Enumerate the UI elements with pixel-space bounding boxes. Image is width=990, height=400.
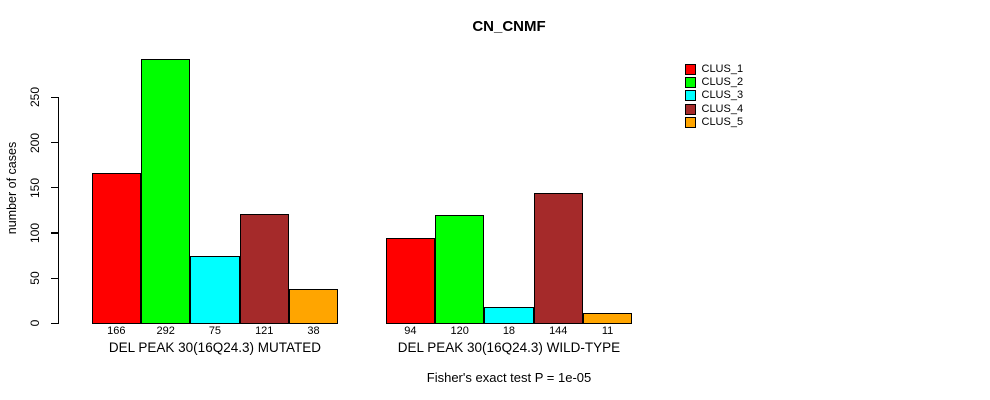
legend-label: CLUS_1 — [701, 63, 744, 76]
legend: CLUS_1 CLUS_2 CLUS_3 CLUS_4 CLUS_5 — [685, 63, 743, 129]
bar-group2-clus4 — [533, 193, 583, 325]
bar-group1-clus4 — [239, 214, 289, 325]
group-label: DEL PEAK 30(16Q24.3) MUTATED — [108, 339, 321, 355]
bar-group2-clus3 — [484, 307, 534, 325]
footnote-text: Fisher's exact test P = 1e-05 — [426, 370, 592, 385]
legend-label: CLUS_5 — [701, 115, 744, 128]
y-tick — [50, 277, 58, 279]
y-tick-label: 100 — [28, 222, 42, 244]
bar-group1-clus3 — [190, 255, 240, 325]
y-tick — [50, 232, 58, 234]
legend-item: CLUS_4 — [685, 103, 743, 116]
legend-item: CLUS_3 — [685, 89, 743, 102]
legend-label: CLUS_4 — [701, 102, 744, 115]
y-tick-label: 200 — [28, 132, 42, 153]
y-tick-label: 0 — [28, 320, 42, 327]
bar-value-label: 75 — [208, 324, 222, 337]
legend-label: CLUS_3 — [701, 89, 744, 102]
y-tick — [50, 96, 58, 98]
y-tick — [50, 322, 58, 324]
y-tick-label: 150 — [28, 177, 42, 198]
bar-group2-clus1 — [385, 238, 435, 325]
bar-value-label: 166 — [107, 324, 126, 337]
chart-title: CN_CNMF — [472, 18, 546, 35]
y-tick-label: 50 — [28, 271, 42, 285]
legend-swatch-icon — [685, 77, 696, 89]
bar-value-label: 94 — [404, 324, 417, 337]
legend-swatch-icon — [685, 103, 696, 115]
bar-value-label: 11 — [601, 324, 614, 337]
legend-item: CLUS_1 — [685, 63, 743, 76]
y-axis-line — [58, 97, 60, 325]
bar-group2-clus5 — [582, 313, 633, 325]
bar-value-label: 121 — [255, 324, 274, 337]
bar-value-label: 144 — [549, 324, 568, 337]
y-tick-label: 250 — [28, 87, 42, 108]
bar-group1-clus2 — [141, 59, 191, 325]
y-tick — [50, 142, 58, 144]
bar-group1-clus5 — [288, 289, 339, 325]
bar-value-label: 292 — [156, 324, 175, 337]
legend-swatch-icon — [685, 90, 696, 102]
group-label: DEL PEAK 30(16Q24.3) WILD-TYPE — [397, 339, 621, 355]
legend-swatch-icon — [685, 116, 696, 128]
bar-value-label: 120 — [450, 324, 469, 337]
bar-value-label: 38 — [307, 324, 320, 337]
y-tick — [50, 187, 58, 189]
legend-label: CLUS_2 — [701, 76, 744, 89]
y-axis-label: number of cases — [5, 141, 19, 235]
legend-swatch-icon — [685, 64, 696, 76]
bar-group1-clus1 — [91, 173, 141, 325]
legend-item: CLUS_5 — [685, 116, 743, 129]
bar-value-label: 18 — [502, 324, 516, 337]
legend-item: CLUS_2 — [685, 76, 743, 89]
bar-group2-clus2 — [435, 214, 485, 325]
